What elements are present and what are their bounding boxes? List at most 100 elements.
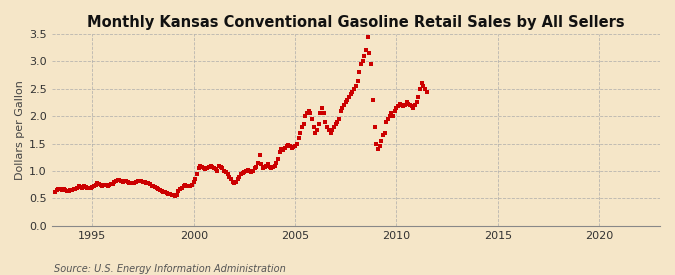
Point: [410, 103, 421, 108]
Point: [227, 180, 238, 184]
Point: [371, 141, 381, 146]
Point: [50, 190, 61, 194]
Point: [394, 102, 405, 106]
Point: [117, 180, 128, 184]
Point: [352, 78, 363, 83]
Point: [359, 54, 370, 58]
Point: [242, 168, 253, 172]
Point: [210, 167, 221, 172]
Point: [128, 180, 138, 185]
Point: [136, 179, 146, 184]
Point: [350, 84, 361, 88]
Point: [305, 111, 316, 116]
Point: [131, 180, 142, 184]
Point: [182, 184, 192, 188]
Point: [383, 117, 394, 121]
Point: [300, 114, 310, 119]
Title: Monthly Kansas Conventional Gasoline Retail Sales by All Sellers: Monthly Kansas Conventional Gasoline Ret…: [87, 15, 624, 30]
Point: [173, 189, 184, 194]
Point: [141, 180, 152, 185]
Point: [290, 144, 300, 148]
Point: [94, 182, 105, 186]
Y-axis label: Dollars per Gallon: Dollars per Gallon: [15, 80, 25, 180]
Point: [376, 139, 387, 143]
Point: [60, 188, 71, 192]
Point: [369, 125, 380, 129]
Point: [248, 169, 259, 173]
Point: [401, 100, 412, 105]
Point: [192, 172, 202, 176]
Point: [88, 184, 99, 189]
Point: [261, 163, 271, 168]
Point: [197, 164, 208, 169]
Point: [82, 185, 92, 190]
Point: [271, 161, 282, 165]
Point: [335, 109, 346, 113]
Point: [286, 146, 297, 150]
Point: [77, 185, 88, 190]
Point: [219, 169, 230, 173]
Point: [340, 100, 351, 105]
Point: [202, 166, 213, 170]
Point: [92, 181, 103, 185]
Point: [119, 179, 130, 183]
Point: [185, 184, 196, 188]
Point: [364, 51, 375, 55]
Point: [209, 166, 219, 170]
Point: [68, 187, 79, 191]
Point: [212, 169, 223, 173]
Point: [124, 180, 135, 185]
Point: [285, 144, 296, 148]
Point: [373, 147, 383, 151]
Point: [195, 163, 206, 168]
Point: [142, 181, 153, 185]
Point: [222, 172, 233, 176]
Point: [310, 130, 321, 135]
Point: [332, 120, 343, 124]
Point: [190, 177, 200, 182]
Point: [269, 163, 280, 168]
Point: [273, 157, 284, 161]
Point: [418, 84, 429, 88]
Point: [298, 122, 309, 127]
Point: [323, 128, 334, 132]
Point: [67, 188, 78, 192]
Point: [155, 188, 165, 192]
Point: [129, 180, 140, 185]
Point: [171, 192, 182, 197]
Point: [322, 125, 333, 129]
Point: [313, 122, 324, 127]
Point: [203, 165, 214, 169]
Point: [144, 182, 155, 186]
Point: [403, 102, 414, 106]
Point: [215, 164, 226, 169]
Point: [146, 184, 157, 188]
Point: [122, 180, 133, 184]
Point: [114, 178, 125, 183]
Point: [234, 174, 245, 179]
Point: [315, 111, 326, 116]
Point: [263, 162, 273, 167]
Point: [312, 128, 323, 132]
Point: [84, 186, 95, 190]
Point: [381, 120, 392, 124]
Point: [58, 187, 69, 191]
Point: [239, 170, 250, 174]
Point: [411, 100, 422, 105]
Point: [75, 185, 86, 189]
Point: [420, 87, 431, 91]
Point: [396, 103, 407, 108]
Point: [168, 193, 179, 197]
Point: [61, 189, 72, 194]
Point: [279, 146, 290, 150]
Point: [139, 180, 150, 184]
Point: [400, 103, 410, 108]
Point: [80, 185, 91, 189]
Point: [97, 184, 108, 188]
Point: [70, 186, 81, 191]
Point: [278, 148, 289, 152]
Point: [229, 181, 240, 185]
Point: [112, 178, 123, 182]
Point: [107, 182, 118, 186]
Point: [163, 191, 173, 196]
